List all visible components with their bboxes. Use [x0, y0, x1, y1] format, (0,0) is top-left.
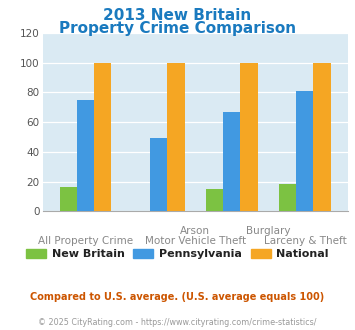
Bar — [206, 189, 223, 211]
Bar — [313, 63, 331, 211]
Text: Burglary: Burglary — [246, 226, 291, 236]
Bar — [167, 63, 185, 211]
Bar — [279, 184, 296, 211]
Text: 2013 New Britain: 2013 New Britain — [103, 8, 252, 23]
Bar — [60, 187, 77, 211]
Bar — [223, 112, 240, 211]
Bar — [240, 63, 258, 211]
Legend: New Britain, Pennsylvania, National: New Britain, Pennsylvania, National — [22, 244, 333, 263]
Text: Compared to U.S. average. (U.S. average equals 100): Compared to U.S. average. (U.S. average … — [31, 292, 324, 302]
Text: Property Crime Comparison: Property Crime Comparison — [59, 21, 296, 36]
Text: All Property Crime: All Property Crime — [38, 236, 133, 246]
Text: © 2025 CityRating.com - https://www.cityrating.com/crime-statistics/: © 2025 CityRating.com - https://www.city… — [38, 318, 317, 327]
Text: Motor Vehicle Theft: Motor Vehicle Theft — [145, 236, 246, 246]
Bar — [296, 91, 313, 211]
Text: Larceny & Theft: Larceny & Theft — [263, 236, 346, 246]
Text: Arson: Arson — [180, 226, 210, 236]
Bar — [150, 139, 167, 211]
Bar — [77, 100, 94, 211]
Bar — [94, 63, 111, 211]
